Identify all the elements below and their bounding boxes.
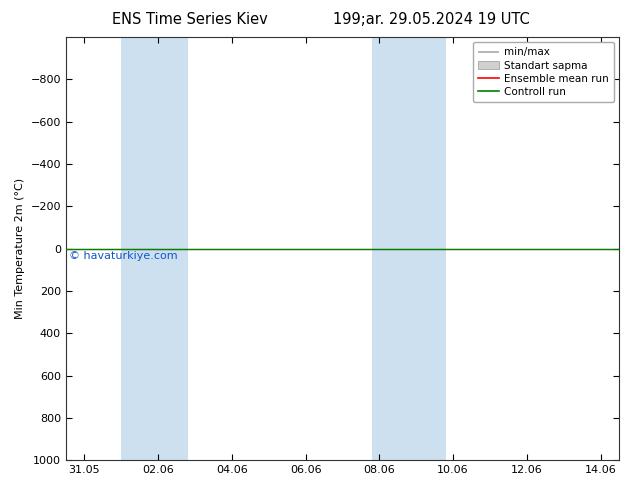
Legend: min/max, Standart sapma, Ensemble mean run, Controll run: min/max, Standart sapma, Ensemble mean r… (472, 42, 614, 102)
Text: © havaturkiye.com: © havaturkiye.com (68, 251, 178, 261)
Bar (121, 37, 188, 460)
Text: ENS Time Series Kiev: ENS Time Series Kiev (112, 12, 268, 27)
Y-axis label: Min Temperature 2m (°C): Min Temperature 2m (°C) (15, 178, 25, 319)
Bar (372, 37, 446, 460)
Text: 199;ar. 29.05.2024 19 UTC: 199;ar. 29.05.2024 19 UTC (333, 12, 529, 27)
